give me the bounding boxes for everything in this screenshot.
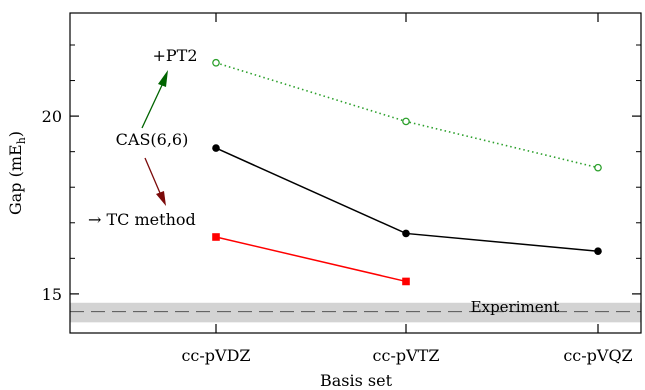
x-axis-label: Basis set xyxy=(320,371,393,390)
pt2-arrow-shaft xyxy=(141,82,164,129)
point-pt2-1 xyxy=(402,117,410,126)
point-pt2-0 xyxy=(212,58,220,67)
x-tick-label-cc-pVQZ: cc-pVQZ xyxy=(563,346,632,365)
point-pt2-2 xyxy=(594,163,602,172)
series-line-tc xyxy=(215,236,407,283)
tc-arrow-shaft xyxy=(144,157,161,194)
cas-label: CAS(6,6) xyxy=(116,130,189,149)
tc-arrow-head xyxy=(156,191,166,206)
plot-frame xyxy=(69,12,642,334)
point-tc-1 xyxy=(402,277,410,286)
y-axis-label-main: Gap (mE xyxy=(6,144,25,215)
x-tick-label-cc-pVDZ: cc-pVDZ xyxy=(181,346,250,365)
y-tick-label-15: 15 xyxy=(42,285,62,304)
pt2-arrow-head xyxy=(158,70,168,87)
point-cas-1 xyxy=(402,229,410,238)
experiment-band xyxy=(70,302,641,323)
experiment-label: Experiment xyxy=(471,298,560,316)
y-axis-label: Gap (mEh) xyxy=(6,131,28,215)
point-cas-0 xyxy=(212,144,220,152)
point-cas-2 xyxy=(594,247,602,256)
y-tick-label-20: 20 xyxy=(42,107,62,126)
x-tick-label-cc-pVTZ: cc-pVTZ xyxy=(373,346,440,365)
point-tc-0 xyxy=(212,233,220,241)
tc-method-label: → TC method xyxy=(88,210,196,229)
y-axis-label-close: ) xyxy=(6,131,25,137)
pt2-label: +PT2 xyxy=(152,46,197,65)
y-axis-label-sub: h xyxy=(15,137,28,144)
